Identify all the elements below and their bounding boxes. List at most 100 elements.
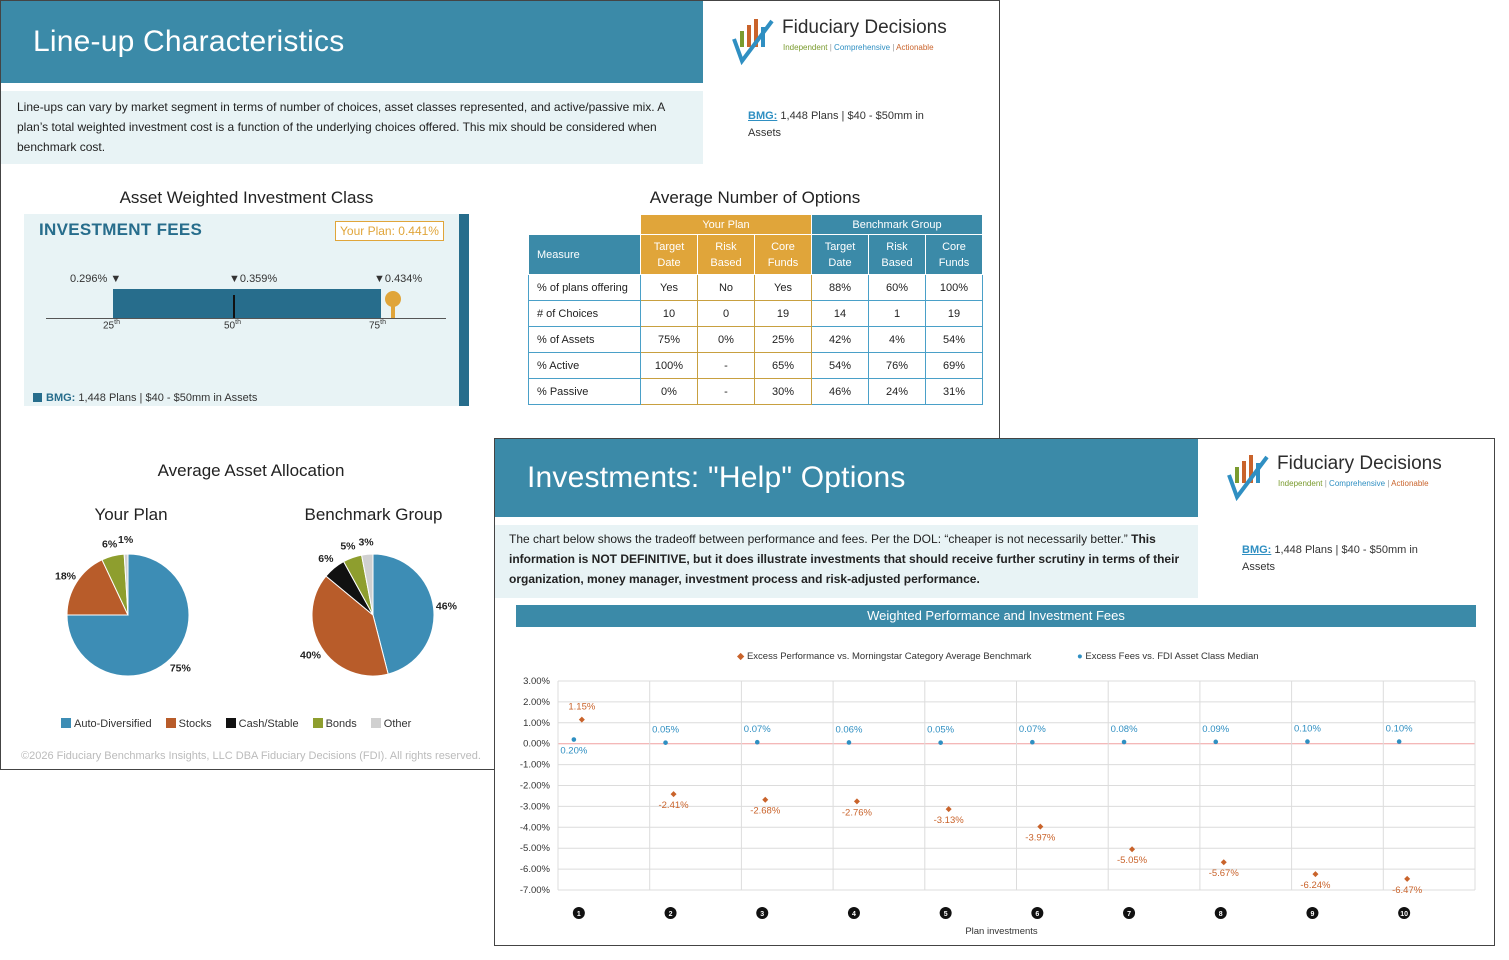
- column-header: Risk Based: [697, 234, 755, 275]
- value-cell: 54%: [811, 352, 869, 379]
- value-cell: 24%: [868, 378, 926, 405]
- y-tick-label: 0.00%: [523, 739, 550, 750]
- performance-label: -3.13%: [934, 815, 965, 826]
- logo-tagline: Independent | Comprehensive | Actionable: [783, 43, 934, 52]
- value-cell: 0: [697, 300, 755, 327]
- value-cell: 25%: [754, 326, 812, 353]
- legend-swatch: [61, 718, 71, 728]
- value-cell: 75%: [640, 326, 698, 353]
- bmg-link-2[interactable]: BMG:: [1242, 544, 1272, 556]
- measure-cell: % of Assets: [528, 326, 641, 353]
- bmg-link[interactable]: BMG:: [748, 110, 778, 122]
- lineup-characteristics-slide: Line-up Characteristics Fiduciary Decisi…: [0, 0, 1000, 770]
- your-plan-pin-icon: [385, 291, 401, 318]
- y-tick-label: -2.00%: [520, 781, 551, 792]
- diamond-icon: ◆: [737, 651, 745, 662]
- p75-label: 75th: [369, 319, 386, 332]
- legend-item: Cash/Stable: [225, 718, 299, 730]
- p25-label: 25th: [103, 319, 120, 332]
- svg-text:5: 5: [944, 911, 948, 918]
- performance-label: -2.68%: [750, 806, 781, 817]
- y-tick-label: 2.00%: [523, 697, 550, 708]
- svg-text:4: 4: [852, 911, 856, 918]
- bmg-info-2: BMG: 1,448 Plans | $40 - $50mm in Assets: [1242, 544, 1418, 573]
- fee-label: 0.05%: [652, 725, 679, 736]
- asset-weighted-title: Asset Weighted Investment Class: [119, 188, 374, 207]
- svg-text:10: 10: [1400, 911, 1408, 918]
- fee-label: 0.09%: [1202, 724, 1229, 735]
- slide-header: Line-up Characteristics: [1, 1, 703, 83]
- down-triangle-icon: ▼: [229, 273, 240, 285]
- x-tick-label: 5: [939, 907, 952, 919]
- legend-swatch: [312, 718, 323, 728]
- slide-title: Line-up Characteristics: [33, 25, 345, 58]
- investment-fees-title: INVESTMENT FEES: [39, 220, 203, 239]
- slide2-header: Investments: "Help" Options: [495, 439, 1198, 517]
- fee-bmg-note: BMG: 1,448 Plans | $40 - $50mm in Assets: [33, 392, 257, 404]
- pie-slice: [123, 553, 129, 616]
- y-tick-label: -4.00%: [520, 822, 551, 833]
- y-tick-label: -5.00%: [520, 843, 551, 854]
- company-logo-2: Fiduciary Decisions Independent | Compre…: [1227, 453, 1487, 503]
- value-cell: Yes: [640, 274, 698, 301]
- svg-text:1: 1: [577, 911, 581, 918]
- bmg-info: BMG: 1,448 Plans | $40 - $50mm in Assets: [748, 110, 924, 139]
- fee-point: [754, 739, 760, 745]
- x-tick-label: 1: [572, 907, 585, 919]
- svg-text:2: 2: [669, 911, 673, 918]
- x-tick-label: 9: [1306, 907, 1319, 919]
- performance-point: [1037, 823, 1044, 830]
- x-tick-label: 4: [847, 907, 860, 919]
- y-tick-label: 1.00%: [523, 718, 550, 729]
- fee-label: 0.06%: [835, 724, 862, 735]
- avg-allocation-title: Average Asset Allocation: [157, 461, 345, 480]
- pie-label: 46%: [436, 601, 458, 613]
- performance-point: [1312, 871, 1319, 878]
- value-cell: 100%: [925, 274, 983, 301]
- performance-point: [762, 796, 769, 803]
- fee-label: 0.05%: [927, 725, 954, 736]
- value-cell: 14: [811, 300, 869, 327]
- pie-label: 75%: [170, 662, 192, 674]
- pie-your-plan-title: Your Plan: [94, 505, 168, 524]
- x-tick-label: 7: [1123, 907, 1136, 919]
- help-options-slide: Investments: "Help" Options Fiduciary De…: [494, 438, 1495, 946]
- x-tick-label: 3: [756, 907, 769, 919]
- legend-swatch: [370, 718, 381, 728]
- performance-label: -5.05%: [1117, 855, 1148, 866]
- fee-label: 0.07%: [1019, 724, 1046, 735]
- dot-icon: ●: [1077, 651, 1083, 662]
- x-tick-label: 6: [1031, 907, 1044, 919]
- value-cell: -: [697, 378, 755, 405]
- panel-accent-bar: [459, 214, 469, 406]
- y-tick-label: -3.00%: [520, 801, 551, 812]
- pie-slice: [372, 553, 435, 675]
- percentile-axis: [46, 318, 446, 319]
- pie-benchmark-title: Benchmark Group: [304, 505, 443, 524]
- performance-point: [1404, 875, 1411, 882]
- fee-point: [1213, 739, 1219, 745]
- fee-point: [1030, 739, 1035, 745]
- value-cell: 69%: [925, 352, 983, 379]
- x-tick-label: 8: [1214, 907, 1227, 919]
- performance-label: -2.76%: [842, 807, 873, 818]
- pie-label: 6%: [318, 553, 334, 565]
- performance-fees-scatter: 3.00% 2.00% 1.00% 0.00% -1.00% -2.00% -3.00% -4…: [520, 676, 1476, 937]
- median-marker: [233, 295, 235, 319]
- x-tick-label: 2: [664, 907, 677, 919]
- legend-item: Stocks: [165, 718, 212, 730]
- value-cell: 42%: [811, 326, 869, 353]
- legend-item: Bonds: [312, 718, 357, 730]
- performance-point: [945, 806, 952, 813]
- company-logo: Fiduciary Decisions Independent | Compre…: [732, 17, 992, 67]
- pie-label: 1%: [118, 534, 134, 546]
- svg-text:8: 8: [1219, 911, 1223, 918]
- investment-fees-panel: INVESTMENT FEES Your Plan: 0.441% 0.296%…: [24, 214, 469, 406]
- measure-cell: % Passive: [528, 378, 641, 405]
- allocation-legend: Auto-Diversified Stocks Cash/Stable Bonds Ot…: [61, 718, 425, 730]
- avg-options-title: Average Number of Options: [649, 188, 861, 207]
- performance-point: [1220, 859, 1227, 866]
- value-cell: 54%: [925, 326, 983, 353]
- fee-label: 0.20%: [560, 746, 587, 757]
- performance-label: -3.97%: [1025, 833, 1056, 844]
